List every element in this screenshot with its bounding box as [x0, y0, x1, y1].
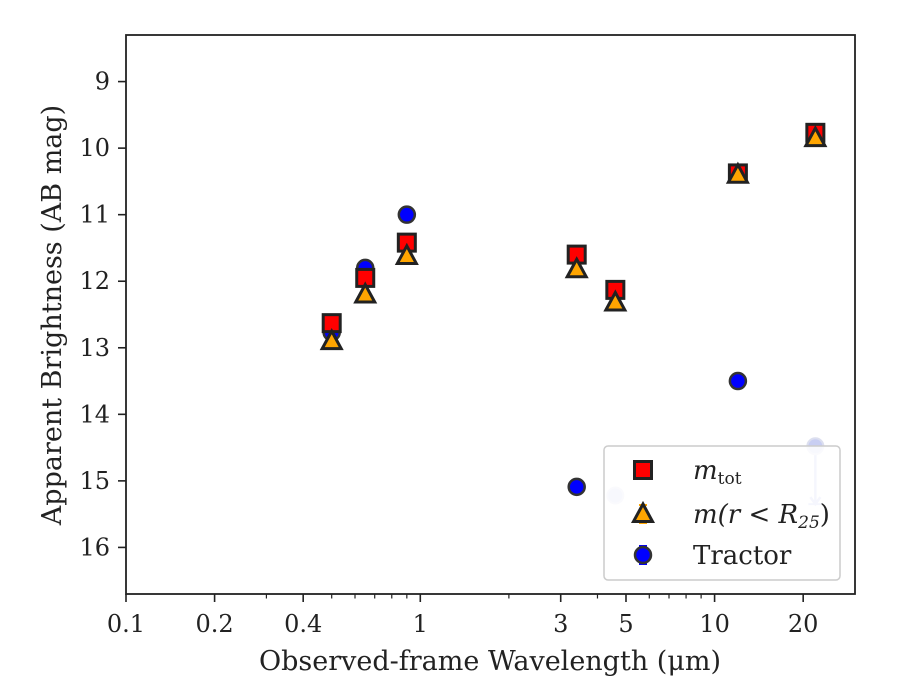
y-tick-label: 9 [95, 68, 110, 96]
circle-marker [397, 205, 417, 224]
data-point-triangle [803, 125, 828, 148]
data-point-triangle [353, 281, 378, 304]
data-point-triangle [603, 289, 628, 312]
y-tick-label: 15 [79, 467, 110, 495]
data-point-circle [397, 205, 417, 224]
legend-label-main: Tractor [693, 541, 792, 571]
x-tick-label: 20 [788, 610, 819, 638]
legend-label: mtot [693, 456, 742, 489]
legend-label-tail: ) [820, 500, 830, 530]
legend-entry: Tractor [633, 541, 792, 571]
x-tick-label: 3 [553, 610, 568, 638]
plot-frame [125, 34, 856, 595]
triangle-marker [803, 125, 828, 148]
data-point-triangle [319, 327, 344, 351]
x-axis-title: Observed-frame Wavelength (μm) [259, 646, 721, 677]
legend-label-main: m(r < R [693, 500, 798, 530]
data-point-circle [728, 371, 748, 391]
legend-triangle-marker [630, 500, 656, 523]
x-tick-label: 1 [413, 610, 428, 638]
triangle-marker [353, 281, 378, 304]
circle-marker [728, 371, 748, 391]
triangle-marker [603, 289, 628, 312]
legend: mtot m(r < R25) Tractor [603, 445, 841, 581]
x-tick-label: 0.4 [284, 610, 322, 638]
circle-marker [567, 477, 586, 497]
data-point-triangle [564, 256, 589, 279]
legend-entry: mtot [633, 456, 742, 489]
x-tick-label: 5 [618, 610, 633, 638]
legend-entry: m(r < R25) [630, 500, 830, 533]
triangle-marker [319, 327, 344, 351]
legend-label: m(r < R25) [693, 500, 830, 533]
y-axis-title: Apparent Brightness (AB mag) [37, 105, 68, 526]
y-tick-label: 10 [79, 134, 110, 162]
triangle-marker [564, 256, 589, 279]
legend-circle-marker [633, 545, 653, 565]
y-tick-label: 14 [79, 400, 110, 428]
x-tick-label: 10 [699, 610, 730, 638]
x-tick-label: 0.1 [107, 610, 145, 638]
legend-square-marker [633, 460, 653, 480]
y-tick-label: 16 [79, 533, 110, 561]
data-point-triangle [394, 242, 419, 265]
y-tick-label: 13 [79, 334, 110, 362]
x-tick-label: 0.2 [196, 610, 234, 638]
legend-frame [603, 445, 841, 581]
y-tick-label: 11 [79, 201, 110, 229]
triangle-marker [394, 242, 419, 265]
legend-label-subscript: 25 [797, 513, 820, 533]
y-tick-label: 12 [79, 267, 110, 295]
legend-label-subscript: tot [718, 469, 742, 489]
data-point-triangle [725, 161, 750, 184]
legend-label: Tractor [693, 541, 792, 571]
triangle-marker [725, 161, 750, 184]
legend-label-main: m [693, 456, 718, 486]
data-point-circle [567, 477, 586, 497]
